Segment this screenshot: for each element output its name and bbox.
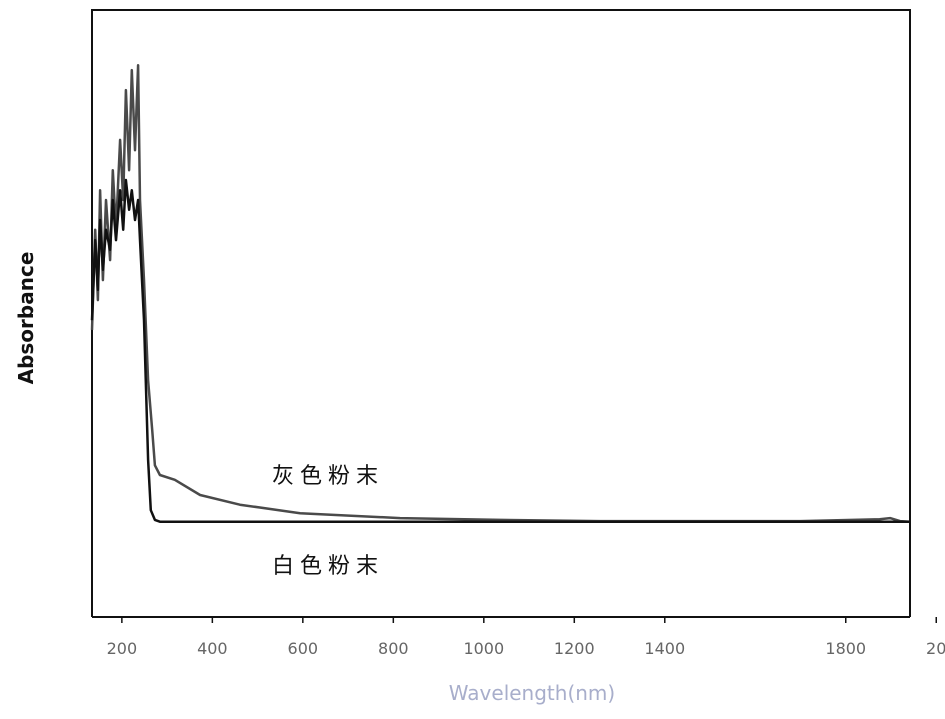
line-series — [90, 178, 910, 523]
plot-frame — [91, 9, 911, 617]
x-tick-label: 400 — [197, 639, 228, 658]
x-axis-label: Wavelength(nm) — [449, 681, 615, 705]
x-tick-label: 200 — [107, 639, 138, 658]
x-tick-label: 800 — [378, 639, 409, 658]
x-tick-label: 20 — [926, 639, 945, 658]
series-label: 白色粉末 — [272, 554, 384, 579]
x-tick-label: 600 — [288, 639, 319, 658]
line-series — [90, 63, 911, 523]
x-tick-label: 1800 — [825, 639, 866, 658]
y-axis-label: Absorbance — [14, 252, 38, 385]
x-tick-label: 1000 — [463, 639, 504, 658]
x-tick-label: 1400 — [644, 639, 685, 658]
series-label: 灰色粉末 — [272, 464, 384, 489]
x-tick-label: 1200 — [554, 639, 595, 658]
